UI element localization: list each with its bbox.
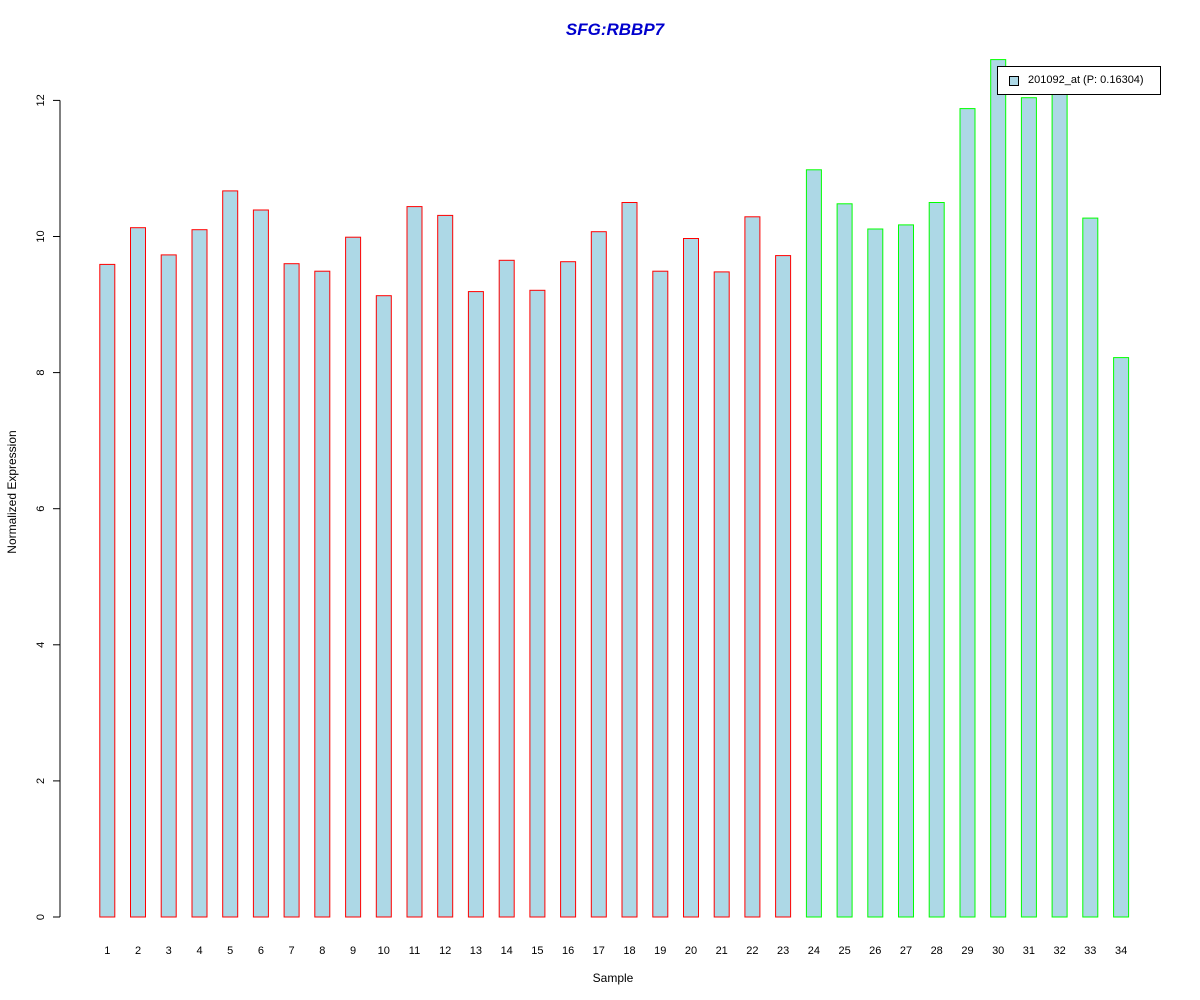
bar-sample-24 bbox=[805, 169, 822, 918]
x-tick-label: 12 bbox=[439, 945, 451, 957]
x-tick-label: 13 bbox=[470, 945, 482, 957]
x-tick-label: 26 bbox=[869, 945, 881, 957]
bar-sample-30 bbox=[990, 59, 1007, 918]
x-tick-label: 19 bbox=[654, 945, 666, 957]
legend-entry-label: 201092_at (P: 0.16304) bbox=[1028, 74, 1144, 86]
x-tick-label: 6 bbox=[258, 945, 264, 957]
bar-sample-14 bbox=[498, 259, 515, 918]
x-tick-label: 21 bbox=[716, 945, 728, 957]
x-tick-label: 1 bbox=[104, 945, 110, 957]
bar-sample-18 bbox=[621, 202, 638, 918]
bar-sample-27 bbox=[898, 224, 914, 918]
x-axis-label: Sample bbox=[592, 971, 634, 985]
x-tick-label: 17 bbox=[593, 945, 605, 957]
bar-sample-25 bbox=[836, 203, 853, 918]
x-tick-label: 32 bbox=[1053, 945, 1065, 957]
bar-sample-21 bbox=[713, 271, 730, 918]
x-tick-label: 30 bbox=[992, 945, 1004, 957]
bar-sample-3 bbox=[160, 254, 177, 918]
x-tick-label: 22 bbox=[746, 945, 758, 957]
bars bbox=[99, 59, 1130, 918]
bar-sample-9 bbox=[345, 236, 362, 918]
x-tick-label: 33 bbox=[1084, 945, 1096, 957]
y-tick-label: 8 bbox=[35, 370, 47, 376]
x-tick-label: 27 bbox=[900, 945, 912, 957]
y-tick-label: 4 bbox=[35, 642, 47, 648]
bar-sample-2 bbox=[130, 227, 146, 918]
x-tick-label: 23 bbox=[777, 945, 789, 957]
x-tick-label: 10 bbox=[378, 945, 390, 957]
bar-sample-32 bbox=[1051, 93, 1068, 918]
x-tick-label: 2 bbox=[135, 945, 141, 957]
bar-sample-31 bbox=[1020, 97, 1037, 918]
bar-sample-26 bbox=[867, 228, 884, 918]
bar-sample-22 bbox=[744, 216, 761, 918]
bar-sample-6 bbox=[252, 209, 269, 918]
x-tick-label: 20 bbox=[685, 945, 697, 957]
x-tick-label: 16 bbox=[562, 945, 574, 957]
bar-sample-33 bbox=[1082, 217, 1099, 918]
bar-sample-1 bbox=[99, 263, 116, 918]
x-tick-label: 25 bbox=[838, 945, 850, 957]
bar-sample-8 bbox=[314, 270, 331, 918]
x-tick-label: 7 bbox=[289, 945, 295, 957]
x-tick-label: 9 bbox=[350, 945, 356, 957]
x-tick-label: 15 bbox=[531, 945, 543, 957]
bar-sample-4 bbox=[191, 229, 208, 918]
bar-sample-34 bbox=[1113, 357, 1130, 918]
bar-sample-11 bbox=[406, 206, 423, 918]
x-tick-label: 14 bbox=[501, 945, 513, 957]
y-axis-label: Normalized Expression bbox=[5, 430, 19, 554]
bar-sample-29 bbox=[959, 108, 976, 918]
bar-sample-16 bbox=[560, 261, 577, 918]
bar-sample-17 bbox=[590, 231, 607, 918]
bar-sample-10 bbox=[375, 295, 392, 918]
bar-sample-5 bbox=[222, 190, 239, 918]
x-tick-label: 8 bbox=[319, 945, 325, 957]
bar-sample-28 bbox=[928, 202, 945, 918]
y-tick-label: 12 bbox=[35, 94, 47, 106]
bar-sample-15 bbox=[529, 289, 546, 918]
x-tick-label: 4 bbox=[196, 945, 202, 957]
x-tick-label: 3 bbox=[166, 945, 172, 957]
x-tick-labels: 1 2 3 4 5 6 7 8 9 10 11 12 13 14 15 16 17 18 19 20 21 22 23 24 2… bbox=[104, 945, 1127, 957]
x-tick-label: 5 bbox=[227, 945, 233, 957]
y-tick-label: 10 bbox=[35, 230, 47, 242]
legend: 201092_at (P: 0.16304) bbox=[997, 66, 1161, 95]
x-tick-label: 31 bbox=[1023, 945, 1035, 957]
x-tick-label: 11 bbox=[409, 945, 420, 957]
x-tick-label: 29 bbox=[961, 945, 973, 957]
chart-title: SFG:RBBP7 bbox=[565, 20, 665, 39]
bar-sample-19 bbox=[652, 270, 669, 918]
x-tick-label: 18 bbox=[623, 945, 635, 957]
bar-sample-20 bbox=[683, 238, 699, 918]
bar-sample-13 bbox=[467, 291, 484, 918]
bar-sample-23 bbox=[775, 255, 792, 918]
y-tick-label: 6 bbox=[35, 506, 47, 512]
bar-sample-12 bbox=[437, 214, 454, 918]
x-tick-label: 28 bbox=[931, 945, 943, 957]
x-tick-label: 34 bbox=[1115, 945, 1127, 957]
y-tick-label: 0 bbox=[35, 914, 47, 920]
y-tick-label: 2 bbox=[35, 778, 47, 784]
x-tick-label: 24 bbox=[808, 945, 820, 957]
bar-sample-7 bbox=[283, 263, 300, 918]
legend-swatch bbox=[1009, 76, 1019, 86]
y-axis: 0 2 4 6 8 10 12 bbox=[35, 94, 61, 920]
